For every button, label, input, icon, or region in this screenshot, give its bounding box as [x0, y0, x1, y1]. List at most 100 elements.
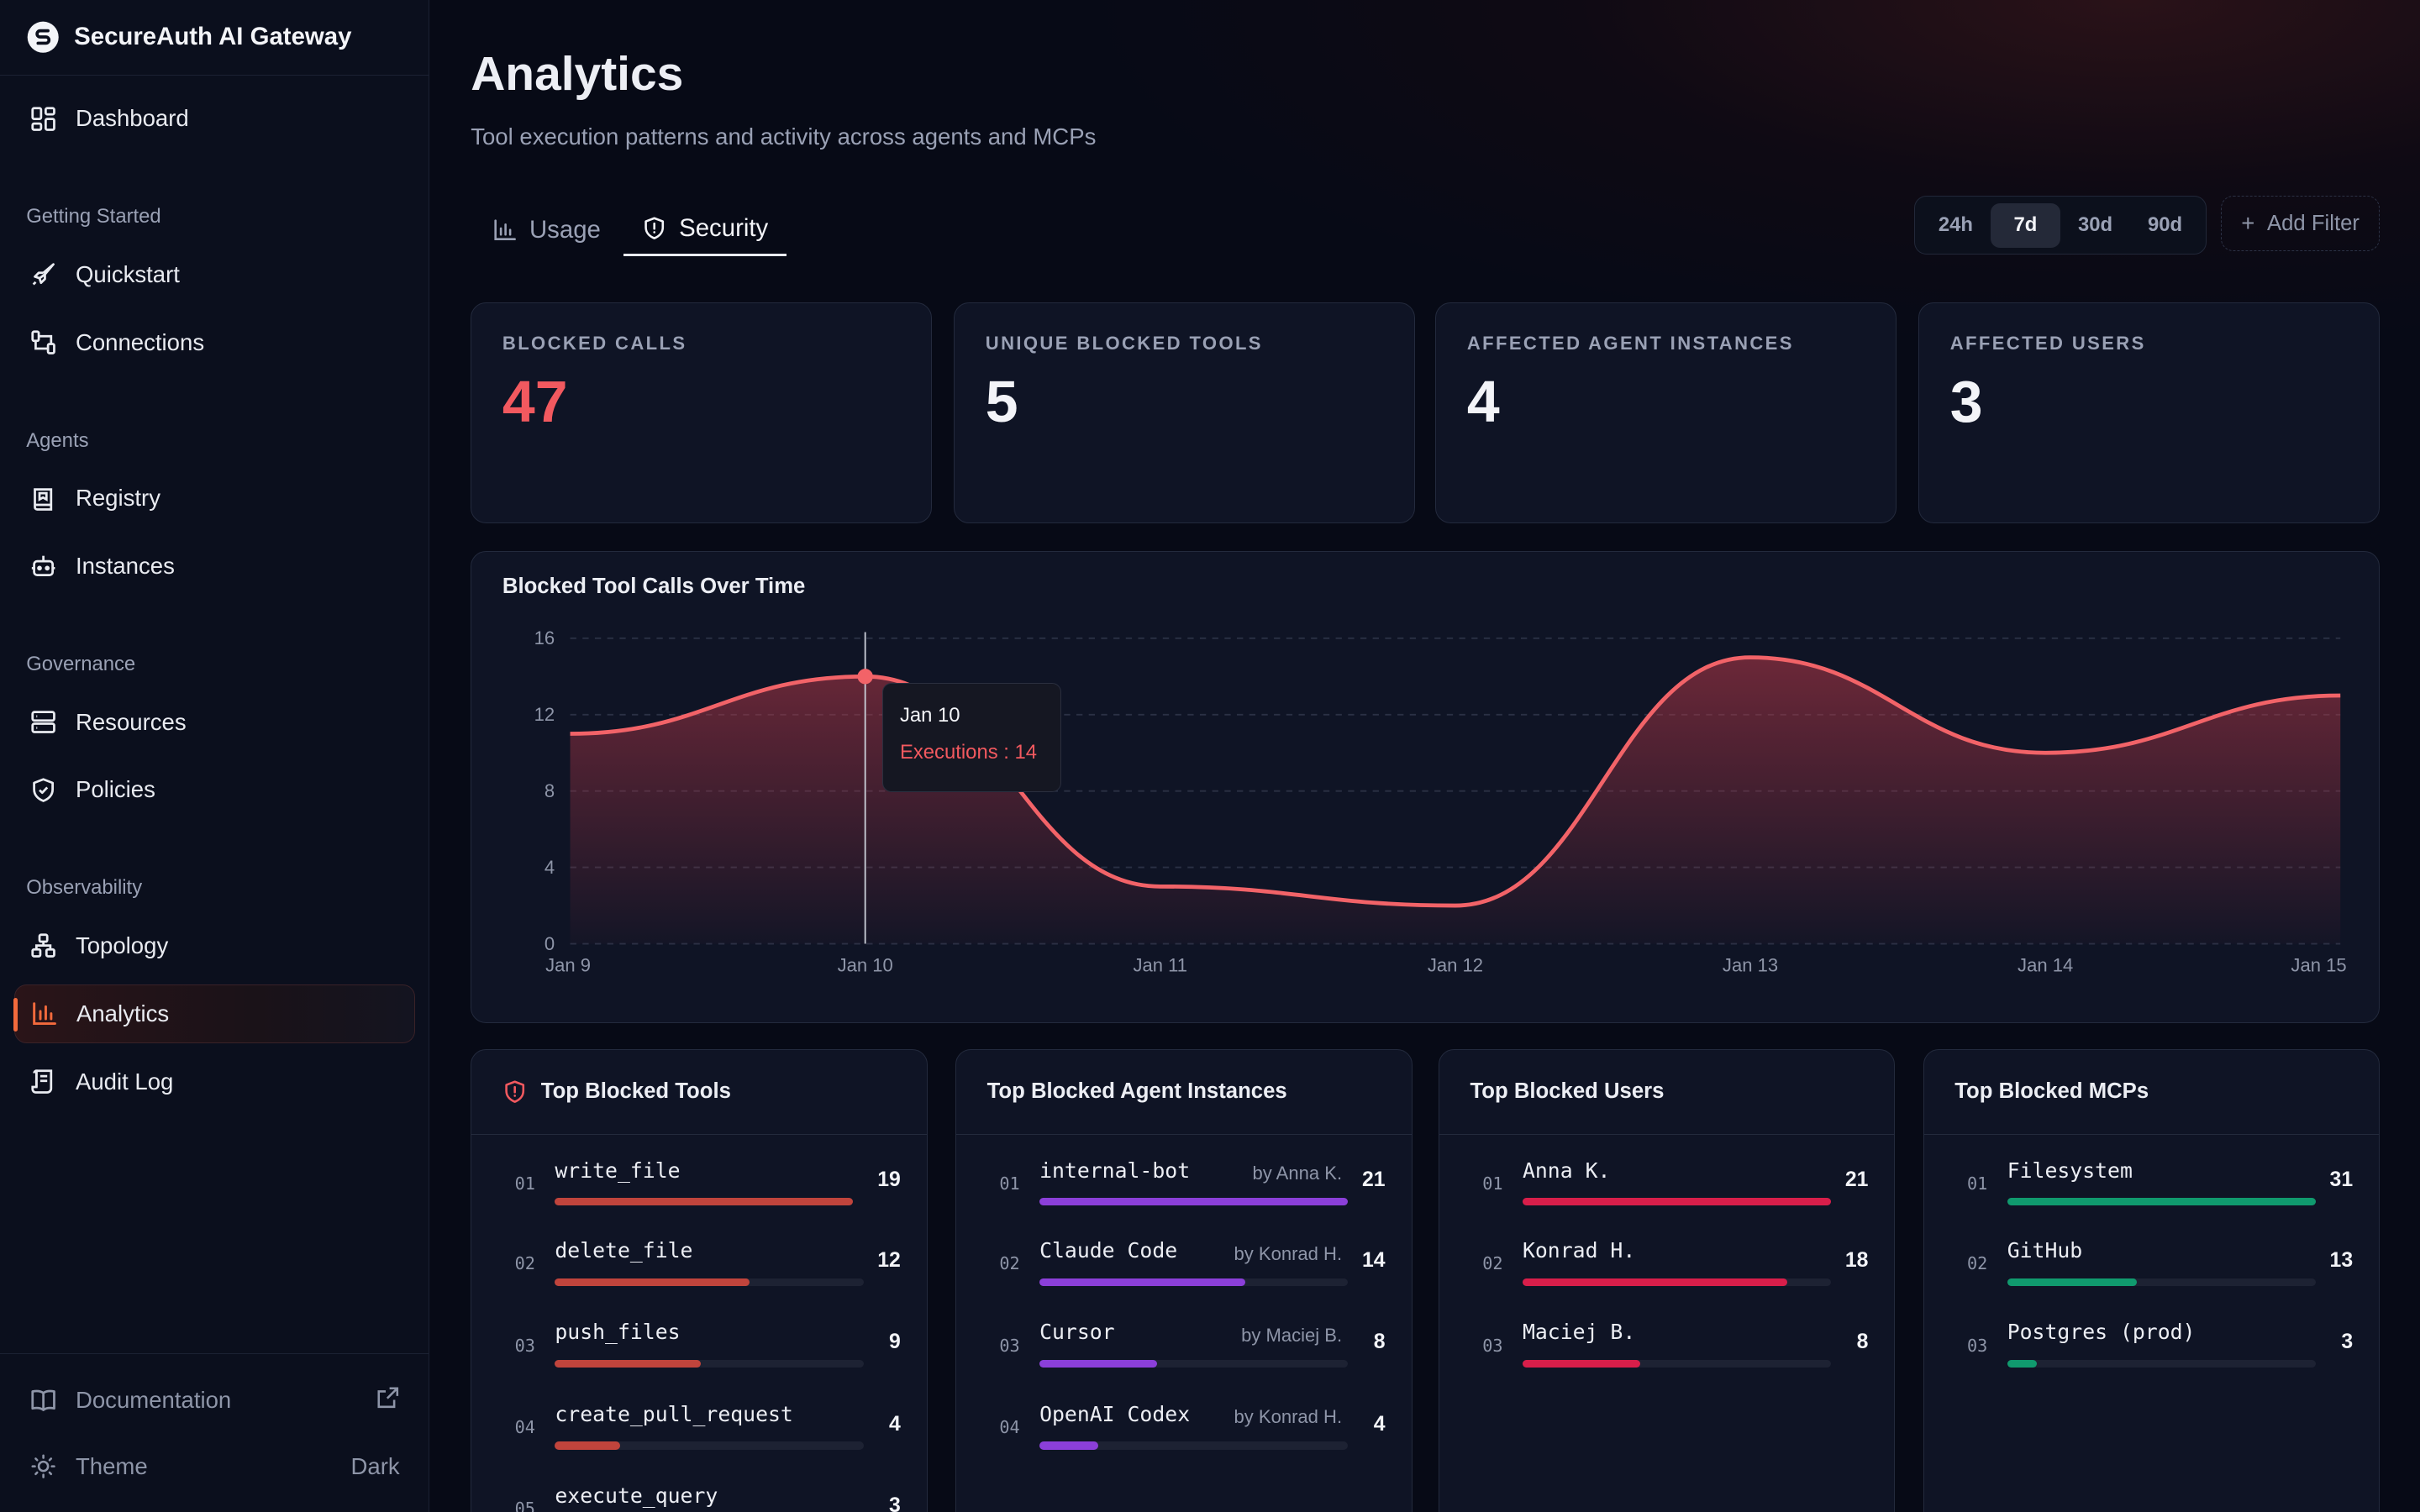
list-item[interactable]: 04 create_pull_request 4: [471, 1380, 927, 1457]
top-blocked-mcps-card: Top Blocked MCPs 01 Filesystem 31 02 GitHub 1…: [1923, 1048, 2381, 1512]
sidebar-item-quickstart[interactable]: Quickstart: [14, 245, 416, 304]
tab-usage[interactable]: Usage: [474, 203, 619, 255]
y-tick-label: 4: [544, 857, 555, 878]
row-count: 18: [1844, 1248, 1869, 1272]
list-item[interactable]: 01 internal-bot by Anna K. 21: [956, 1137, 1412, 1214]
range-7d-button[interactable]: 7d: [1990, 202, 2060, 248]
stat-value: 3: [1949, 369, 1983, 435]
x-tick-label: Jan 12: [1428, 954, 1483, 975]
sidebar-item-label: Policies: [75, 776, 155, 803]
row-count: 4: [889, 1412, 901, 1436]
list-item[interactable]: 02 Konrad H. 18: [1439, 1216, 1895, 1294]
list-header: Top Blocked Users: [1439, 1050, 1895, 1135]
section-label-agents: Agents: [26, 428, 89, 452]
theme-value: Dark: [350, 1452, 400, 1479]
row-name: Cursor: [1039, 1320, 1115, 1345]
row-index: 01: [1966, 1173, 1988, 1194]
row-index: 03: [999, 1335, 1020, 1356]
brand[interactable]: SecureAuth AI Gateway: [0, 0, 429, 76]
list-item[interactable]: 03 Postgres (prod) 3: [1924, 1299, 2380, 1376]
chart-tooltip: Jan 10 Executions : 14: [881, 682, 1061, 793]
sidebar-item-policies[interactable]: Policies: [14, 760, 416, 819]
range-30d-button[interactable]: 30d: [2077, 213, 2113, 237]
row-count: 3: [2341, 1331, 2354, 1354]
list-item[interactable]: 02 Claude Code by Konrad H. 14: [956, 1216, 1412, 1294]
list-item[interactable]: 01 Filesystem 31: [1924, 1137, 2380, 1214]
sidebar-item-label: Instances: [75, 553, 175, 580]
sidebar-item-resources[interactable]: Resources: [14, 693, 416, 752]
row-bar-track: [2007, 1360, 2317, 1368]
tab-security[interactable]: Security: [623, 203, 787, 256]
sidebar-item-topology[interactable]: Topology: [14, 916, 416, 975]
list-item[interactable]: 02 delete_file 12: [471, 1216, 927, 1294]
stat-label: BLOCKED CALLS: [502, 332, 687, 354]
row-count: 12: [877, 1248, 901, 1272]
sidebar-footer: Documentation Theme Dark: [0, 1352, 429, 1512]
list-item[interactable]: 03 Maciej B. 8: [1439, 1299, 1895, 1376]
tooltip-value: Executions : 14: [899, 740, 1038, 764]
sidebar-item-registry[interactable]: Registry: [14, 469, 416, 528]
list-item[interactable]: 01 Anna K. 21: [1439, 1137, 1895, 1214]
y-tick-label: 12: [534, 704, 555, 725]
list-title: Top Blocked Agent Instances: [986, 1079, 1287, 1104]
range-24h-button[interactable]: 24h: [1938, 213, 1973, 237]
row-owner: by Konrad H.: [1234, 1406, 1343, 1428]
y-tick-label: 0: [544, 933, 555, 954]
row-bar-fill: [2007, 1278, 2137, 1286]
row-count: 31: [2329, 1168, 2354, 1192]
list-item[interactable]: 04 OpenAI Codex by Konrad H. 4: [956, 1380, 1412, 1457]
row-index: 03: [514, 1335, 535, 1356]
x-tick-label: Jan 13: [1723, 954, 1778, 975]
sidebar-item-connections[interactable]: Connections: [14, 313, 416, 372]
row-bar-fill: [1039, 1198, 1349, 1206]
row-count: 19: [877, 1168, 901, 1192]
row-bar-track: [555, 1360, 864, 1368]
chart-title: Blocked Tool Calls Over Time: [502, 575, 806, 599]
blocked-calls-chart[interactable]: 0 4 8 12 16 Jan 9 Jan 10 Jan 11 Jan 12 Jan 13 Jan …: [471, 552, 2381, 1024]
row-bar-track: [1522, 1198, 1832, 1206]
row-index: 02: [514, 1253, 535, 1274]
list-item[interactable]: 03 push_files 9: [471, 1299, 927, 1376]
row-bar-track: [1039, 1360, 1349, 1368]
theme-toggle[interactable]: Theme Dark: [14, 1439, 416, 1494]
sun-icon: [29, 1452, 57, 1480]
shield-alert-icon: [642, 216, 666, 240]
documentation-link[interactable]: Documentation: [14, 1373, 416, 1428]
list-item[interactable]: 01 write_file 19: [471, 1137, 927, 1214]
list-title: Top Blocked Users: [1470, 1079, 1665, 1104]
add-filter-button[interactable]: + Add Filter: [2221, 196, 2381, 252]
bar-chart-icon: [492, 218, 517, 242]
row-name: create_pull_request: [555, 1401, 793, 1426]
brand-name: SecureAuth AI Gateway: [74, 23, 352, 51]
open-book-icon: [29, 1386, 57, 1414]
row-index: 01: [999, 1173, 1020, 1194]
plus-icon: +: [2241, 210, 2255, 237]
row-bar-track: [2007, 1278, 2317, 1286]
stat-card-affected-agent-instances: AFFECTED AGENT INSTANCES 4: [1435, 302, 1897, 523]
row-index: 03: [1482, 1335, 1503, 1356]
row-bar-fill: [1522, 1360, 1640, 1368]
row-count: 9: [889, 1331, 901, 1354]
list-title: Top Blocked Tools: [540, 1079, 731, 1104]
list-title: Top Blocked MCPs: [1954, 1079, 2149, 1104]
list-item[interactable]: 03 Cursor by Maciej B. 8: [956, 1299, 1412, 1376]
row-name: Postgres (prod): [2007, 1320, 2196, 1345]
list-item[interactable]: 05 execute_query 3: [471, 1462, 927, 1512]
row-bar-track: [555, 1278, 864, 1286]
sidebar-item-analytics[interactable]: Analytics: [13, 984, 416, 1043]
row-owner: by Konrad H.: [1234, 1242, 1343, 1264]
connections-icon: [29, 328, 57, 356]
sidebar-item-dashboard[interactable]: Dashboard: [14, 90, 416, 149]
row-bar-track: [2007, 1198, 2317, 1206]
sidebar-item-instances[interactable]: Instances: [14, 537, 416, 596]
sidebar-item-audit-log[interactable]: Audit Log: [14, 1053, 416, 1111]
row-bar-track: [555, 1441, 864, 1450]
row-owner: by Anna K.: [1252, 1163, 1343, 1184]
row-name: internal-bot: [1039, 1158, 1191, 1183]
row-bar-track: [1039, 1198, 1349, 1206]
row-index: 02: [999, 1253, 1020, 1274]
scroll-icon: [29, 1068, 57, 1095]
sidebar-item-label: Quickstart: [75, 260, 180, 287]
range-90d-button[interactable]: 90d: [2148, 213, 2183, 237]
list-item[interactable]: 02 GitHub 13: [1924, 1216, 2380, 1294]
